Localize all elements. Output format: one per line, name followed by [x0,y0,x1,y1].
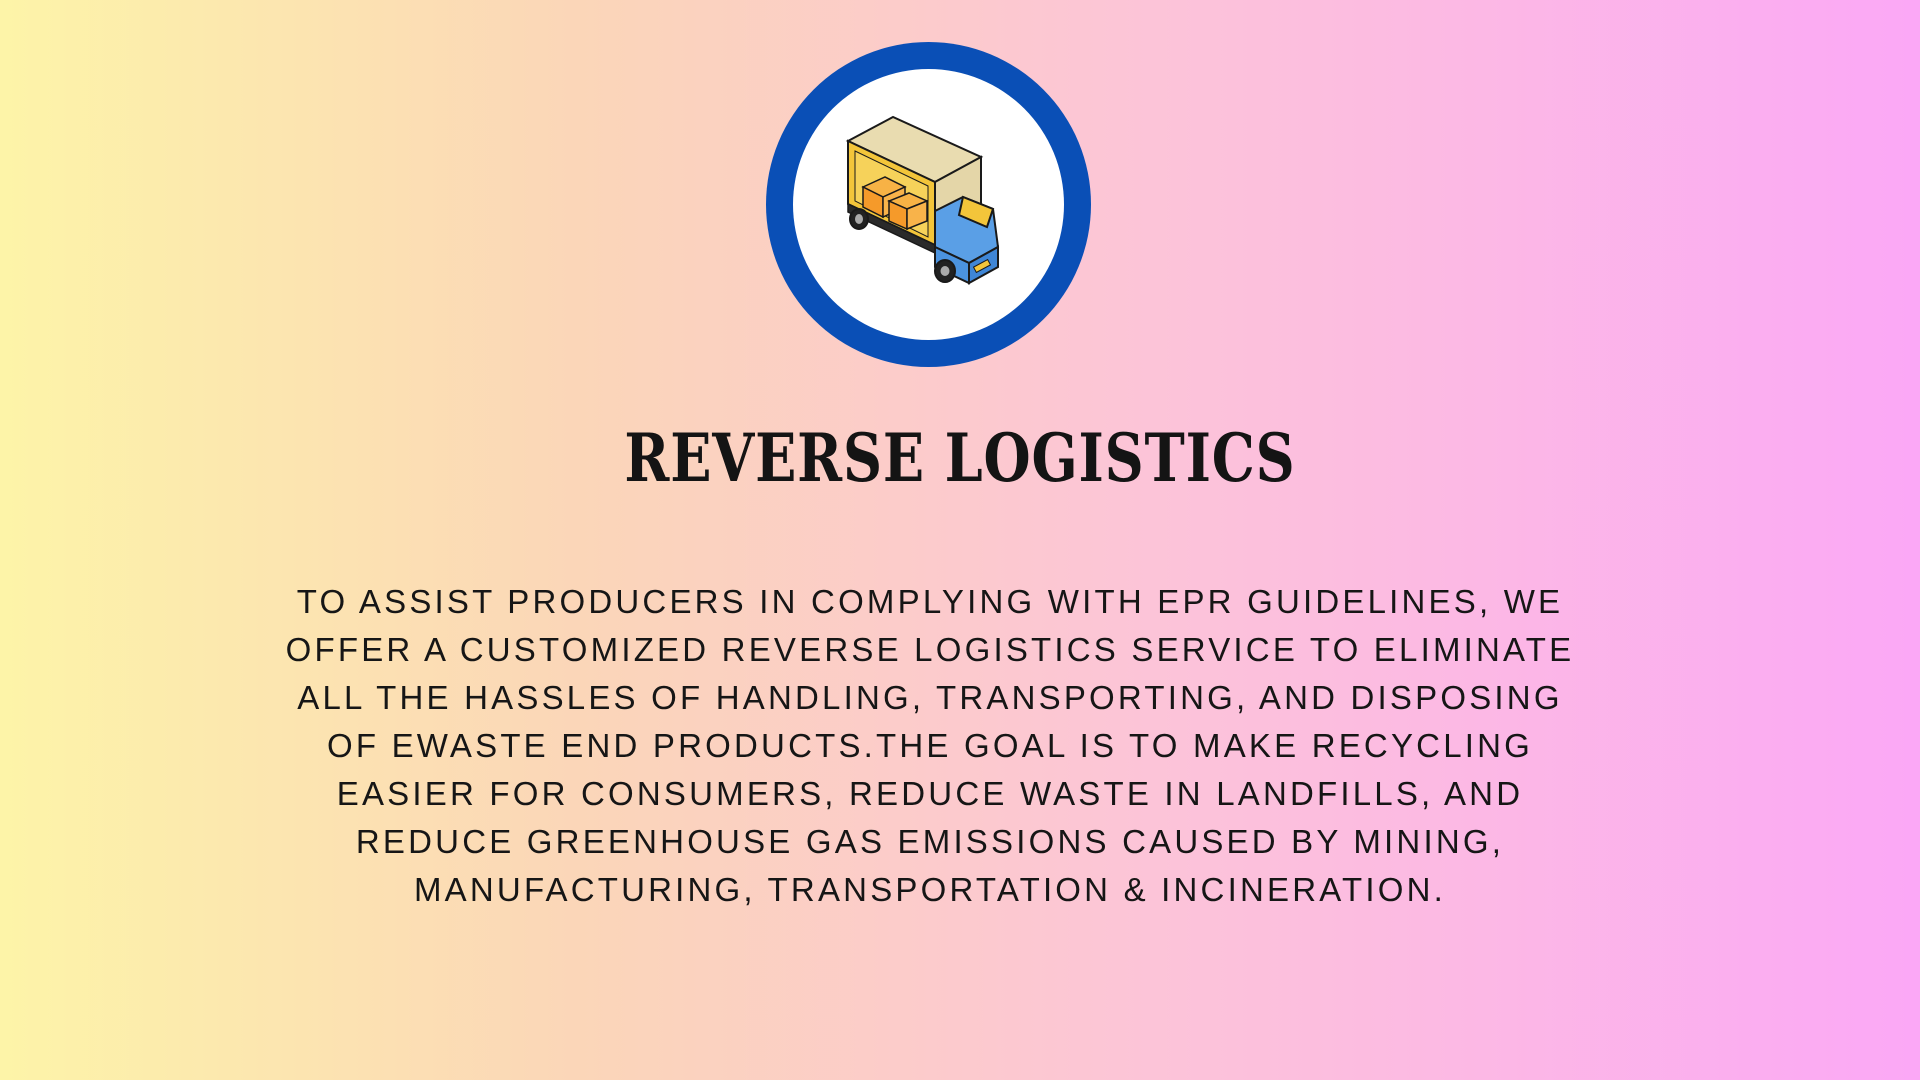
page-title: REVERSE LOGISTICS [624,419,1296,497]
delivery-truck-icon [845,115,1000,285]
badge-inner [793,69,1064,340]
truck-badge [766,42,1091,367]
description-paragraph: TO ASSIST PRODUCERS IN COMPLYING WITH EP… [285,583,1575,908]
